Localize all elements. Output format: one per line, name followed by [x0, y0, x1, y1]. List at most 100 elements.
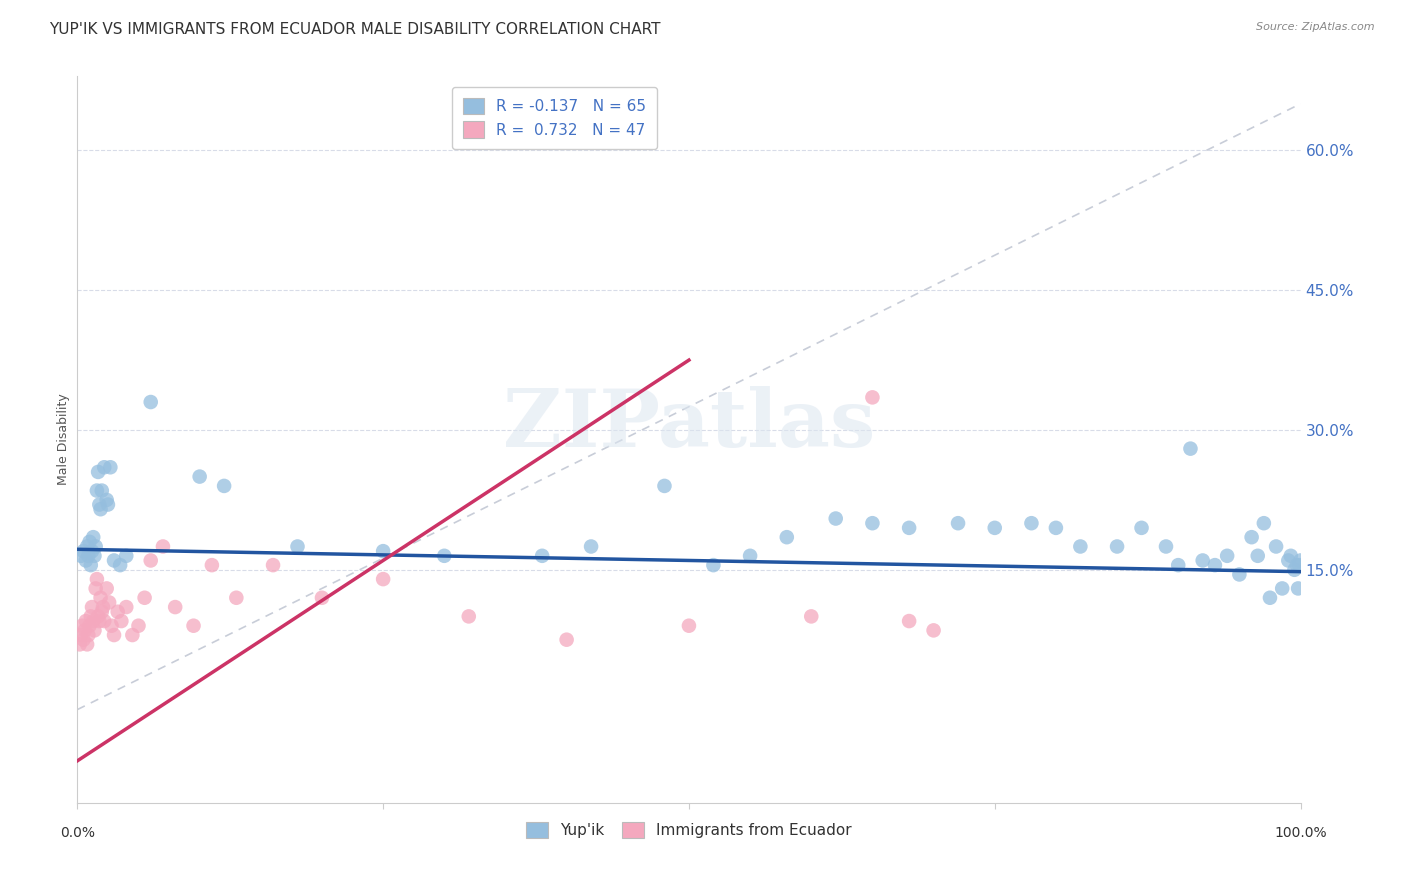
- Point: [1247, 549, 1270, 563]
- Point: [287, 540, 309, 554]
- Point: [121, 628, 143, 642]
- Point: [1277, 553, 1299, 567]
- Point: [79, 618, 101, 632]
- Legend: Yup'ik, Immigrants from Ecuador: Yup'ik, Immigrants from Ecuador: [519, 814, 859, 846]
- Point: [96, 582, 118, 596]
- Point: [1154, 540, 1177, 554]
- Point: [107, 605, 129, 619]
- Point: [531, 549, 554, 563]
- Point: [72, 632, 94, 647]
- Point: [80, 558, 103, 573]
- Point: [1289, 553, 1312, 567]
- Point: [1271, 582, 1294, 596]
- Point: [139, 553, 162, 567]
- Point: [72, 544, 94, 558]
- Text: 0.0%: 0.0%: [60, 826, 94, 840]
- Point: [1021, 516, 1043, 531]
- Point: [70, 549, 93, 563]
- Point: [98, 595, 121, 609]
- Point: [579, 540, 602, 554]
- Point: [1204, 558, 1226, 573]
- Point: [84, 582, 107, 596]
- Point: [93, 460, 115, 475]
- Point: [1285, 558, 1308, 573]
- Point: [1240, 530, 1263, 544]
- Point: [371, 572, 394, 586]
- Point: [1130, 521, 1153, 535]
- Point: [1191, 553, 1213, 567]
- Point: [75, 553, 97, 567]
- Point: [84, 540, 107, 554]
- Point: [90, 483, 112, 498]
- Point: [1265, 540, 1288, 554]
- Point: [70, 628, 93, 642]
- Point: [555, 632, 578, 647]
- Point: [82, 614, 104, 628]
- Point: [108, 558, 131, 573]
- Point: [800, 609, 823, 624]
- Point: [262, 558, 284, 573]
- Point: [946, 516, 969, 531]
- Point: [201, 558, 224, 573]
- Point: [898, 521, 921, 535]
- Text: 100.0%: 100.0%: [1274, 826, 1327, 840]
- Point: [1229, 567, 1251, 582]
- Point: [97, 498, 120, 512]
- Point: [87, 465, 110, 479]
- Point: [110, 614, 132, 628]
- Point: [1107, 540, 1129, 554]
- Text: ZIPatlas: ZIPatlas: [503, 385, 875, 464]
- Point: [1253, 516, 1275, 531]
- Point: [740, 549, 762, 563]
- Point: [152, 540, 174, 554]
- Point: [90, 591, 112, 605]
- Point: [80, 544, 103, 558]
- Point: [678, 618, 700, 632]
- Point: [1279, 549, 1302, 563]
- Point: [127, 618, 149, 632]
- Point: [115, 600, 138, 615]
- Point: [79, 534, 101, 549]
- Point: [83, 624, 105, 638]
- Point: [69, 637, 91, 651]
- Point: [225, 591, 247, 605]
- Point: [93, 614, 115, 628]
- Point: [76, 540, 98, 554]
- Point: [862, 390, 884, 404]
- Point: [80, 609, 103, 624]
- Point: [898, 614, 921, 628]
- Point: [103, 553, 125, 567]
- Point: [824, 511, 846, 525]
- Point: [1069, 540, 1091, 554]
- Point: [1286, 582, 1309, 596]
- Point: [82, 530, 104, 544]
- Point: [86, 572, 108, 586]
- Point: [139, 395, 162, 409]
- Point: [86, 483, 108, 498]
- Point: [776, 530, 799, 544]
- Point: [100, 618, 122, 632]
- Point: [98, 460, 121, 475]
- Point: [91, 600, 114, 615]
- Point: [75, 614, 97, 628]
- Point: [87, 609, 110, 624]
- Point: [702, 558, 724, 573]
- Point: [1216, 549, 1239, 563]
- Point: [212, 479, 235, 493]
- Point: [433, 549, 456, 563]
- Point: [165, 600, 187, 615]
- Point: [89, 614, 111, 628]
- Point: [70, 618, 93, 632]
- Point: [77, 549, 100, 563]
- Point: [188, 469, 211, 483]
- Point: [1180, 442, 1202, 456]
- Point: [1284, 563, 1306, 577]
- Point: [1258, 591, 1281, 605]
- Point: [1045, 521, 1067, 535]
- Point: [134, 591, 156, 605]
- Point: [77, 628, 100, 642]
- Point: [183, 618, 205, 632]
- Point: [76, 637, 98, 651]
- Point: [311, 591, 333, 605]
- Point: [103, 628, 125, 642]
